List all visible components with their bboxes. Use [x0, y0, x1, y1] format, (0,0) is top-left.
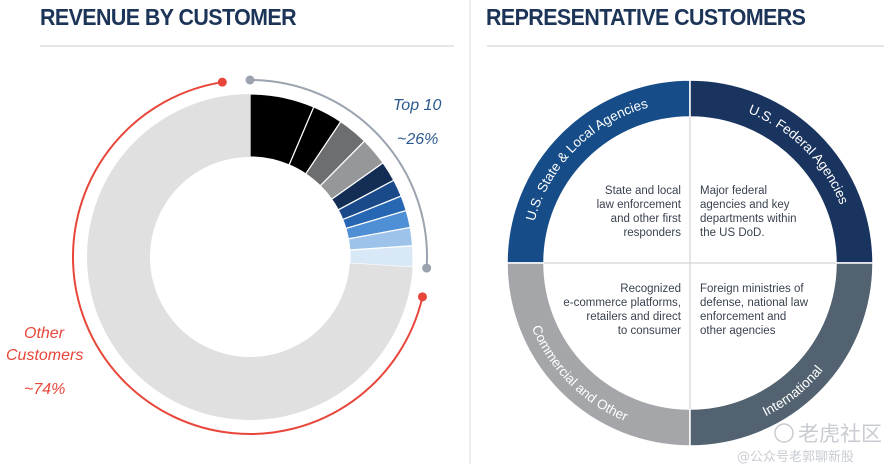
panel-divider	[469, 0, 471, 464]
top10-start-dot	[245, 75, 255, 85]
other-label-1: Other	[24, 325, 65, 342]
desc-commercial: Recognized e-commerce platforms, retaile…	[563, 283, 681, 337]
donut-slice-11	[86, 94, 413, 420]
revenue-donut	[86, 93, 414, 420]
customers-title: REPRESENTATIVE CUSTOMERS	[486, 4, 806, 30]
wheel-segment-international	[689, 262, 874, 447]
svg-text:enforcement and: enforcement and	[700, 311, 786, 323]
desc-state-local: State and local law enforcement and othe…	[597, 185, 682, 239]
svg-text:the US DoD.: the US DoD.	[700, 227, 765, 239]
donut-annotations	[72, 75, 432, 435]
svg-text:responders: responders	[623, 227, 681, 239]
right-divider	[487, 45, 884, 47]
desc-international: Foreign ministries of defense, national …	[700, 283, 809, 337]
other-start-dot	[217, 77, 227, 87]
top10-value: ~26%	[397, 131, 438, 148]
other-label-2: Customers	[6, 347, 83, 364]
top10-label: Top 10	[393, 97, 441, 114]
svg-text:agencies and key: agencies and key	[700, 199, 790, 211]
other-value: ~74%	[24, 381, 65, 398]
donut-slice-10	[349, 245, 414, 268]
other-bracket-arc	[72, 81, 424, 435]
svg-text:State and local: State and local	[605, 185, 681, 197]
revenue-title: REVENUE BY CUSTOMER	[40, 4, 297, 30]
svg-text:retailers and direct: retailers and direct	[586, 311, 681, 323]
svg-text:Major federal: Major federal	[700, 185, 767, 197]
svg-text:law enforcement: law enforcement	[597, 199, 682, 211]
svg-text:Foreign ministries of: Foreign ministries of	[700, 283, 804, 295]
svg-text:and other first: and other first	[611, 213, 682, 225]
wheel-segment-commercial	[506, 262, 691, 447]
svg-text:to consumer: to consumer	[618, 325, 681, 337]
svg-text:defense, national law: defense, national law	[700, 297, 809, 309]
svg-text:e-commerce platforms,: e-commerce platforms,	[563, 297, 681, 309]
top10-bracket-arc	[249, 79, 428, 269]
svg-text:Recognized: Recognized	[620, 283, 681, 295]
other-end-dot	[417, 292, 427, 302]
watermark-line2: @公众号老郭聊新股	[737, 449, 854, 464]
svg-text:other agencies: other agencies	[700, 325, 776, 337]
left-divider	[40, 45, 454, 47]
watermark-line1: 老虎社区	[798, 422, 882, 446]
svg-text:departments within: departments within	[700, 213, 797, 225]
desc-federal: Major federal agencies and key departmen…	[700, 185, 797, 239]
watermark-logo-icon	[774, 423, 794, 443]
top10-end-dot	[422, 263, 432, 273]
